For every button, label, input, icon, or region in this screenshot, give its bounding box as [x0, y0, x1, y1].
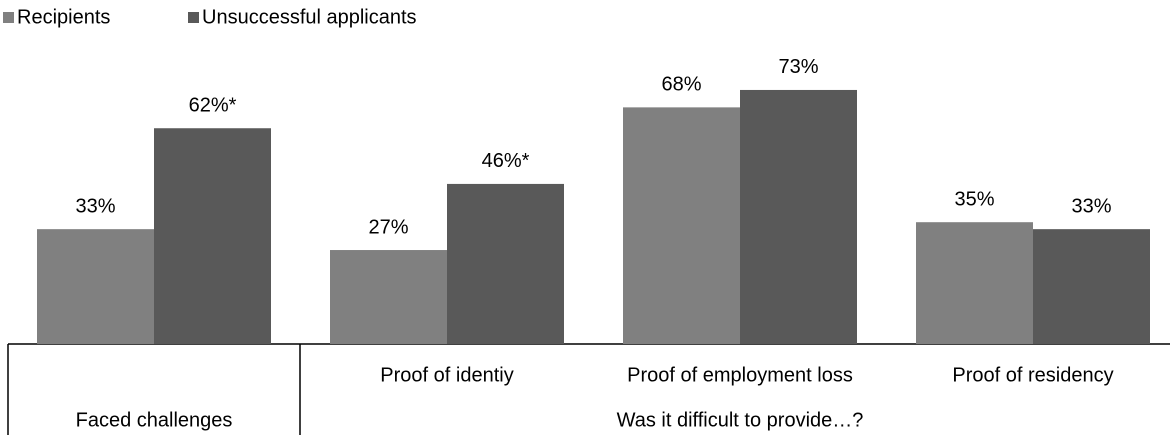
x-tick-label: Faced challenges	[76, 409, 233, 431]
value-label: 27%	[368, 216, 408, 238]
value-label: 62%*	[189, 95, 237, 117]
legend-label: Unsuccessful applicants	[202, 6, 417, 28]
value-label: 33%	[75, 195, 115, 217]
bar	[1033, 229, 1150, 344]
value-label: 68%	[661, 74, 701, 96]
bar	[447, 183, 564, 344]
bar	[154, 128, 271, 344]
group-label: Was it difficult to provide…?	[617, 409, 864, 431]
legend-swatch	[188, 12, 199, 23]
legend-label: Recipients	[17, 6, 110, 28]
bar	[740, 89, 857, 345]
value-label: 46%*	[482, 150, 530, 172]
bar	[330, 250, 447, 344]
bar	[37, 229, 154, 344]
value-label: 33%	[1071, 195, 1111, 217]
x-tick-label: Proof of residency	[952, 364, 1113, 386]
x-tick-label: Proof of identiy	[380, 364, 513, 386]
bar	[623, 107, 740, 344]
value-label: 35%	[954, 188, 994, 210]
x-tick-label: Proof of employment loss	[627, 364, 853, 386]
bar	[916, 222, 1033, 344]
value-label: 73%	[778, 56, 818, 78]
legend-swatch	[3, 12, 14, 23]
